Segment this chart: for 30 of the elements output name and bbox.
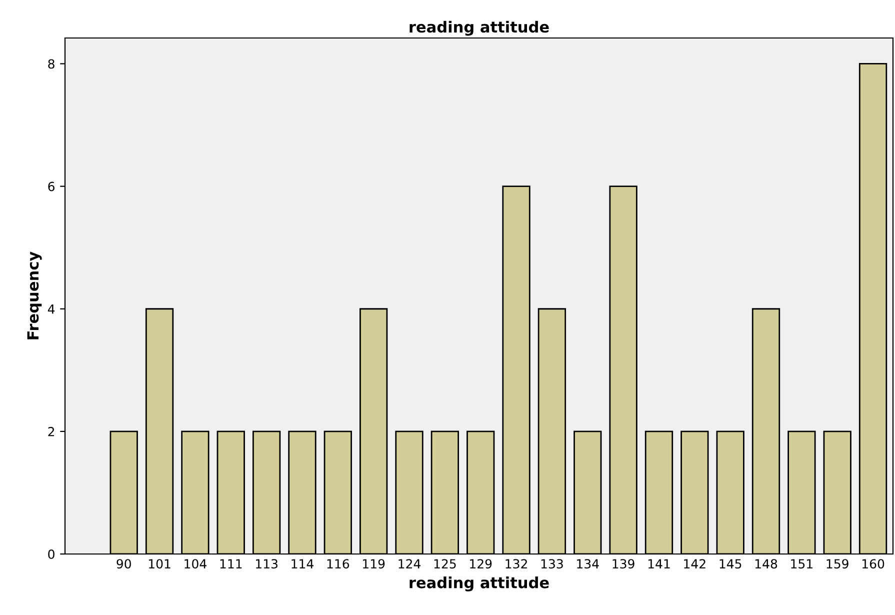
y-axis-title: Frequency (27, 252, 42, 340)
y-tick-label: 2 (48, 426, 54, 436)
x-tick-label: 151 (791, 559, 812, 569)
y-tick-label: 4 (48, 304, 55, 314)
x-tick-label: 129 (470, 559, 492, 569)
x-axis-title: reading attitude (410, 576, 549, 592)
x-tick-label: 132 (506, 559, 527, 569)
x-tick-label: 125 (434, 559, 456, 569)
chart-title: reading attitude (410, 20, 549, 36)
x-tick-label: 90 (116, 559, 131, 569)
x-tick-label: 113 (256, 559, 278, 569)
x-tick-label: 124 (398, 559, 420, 568)
x-tick-label: 133 (541, 559, 563, 569)
x-tick-label: 139 (612, 559, 634, 569)
x-tick-label: 148 (755, 559, 778, 569)
y-tick-label: 6 (48, 182, 54, 192)
x-tick-label: 104 (184, 559, 206, 569)
y-tick-label: 0 (48, 549, 54, 559)
y-tick-label: 8 (48, 59, 54, 69)
x-tick-label: 141 (648, 559, 670, 568)
x-tick-label: 114 (292, 559, 314, 568)
x-tick-label: 116 (327, 559, 350, 569)
x-tick-label: 142 (684, 559, 706, 568)
x-tick-label: 119 (363, 559, 385, 569)
x-tick-label: 160 (862, 559, 884, 569)
x-tick-label: 145 (720, 559, 742, 569)
x-tick-label: 111 (220, 559, 242, 568)
x-tick-label: 134 (577, 559, 599, 569)
x-tick-label: 159 (826, 559, 848, 569)
x-tick-label: 101 (148, 559, 170, 569)
